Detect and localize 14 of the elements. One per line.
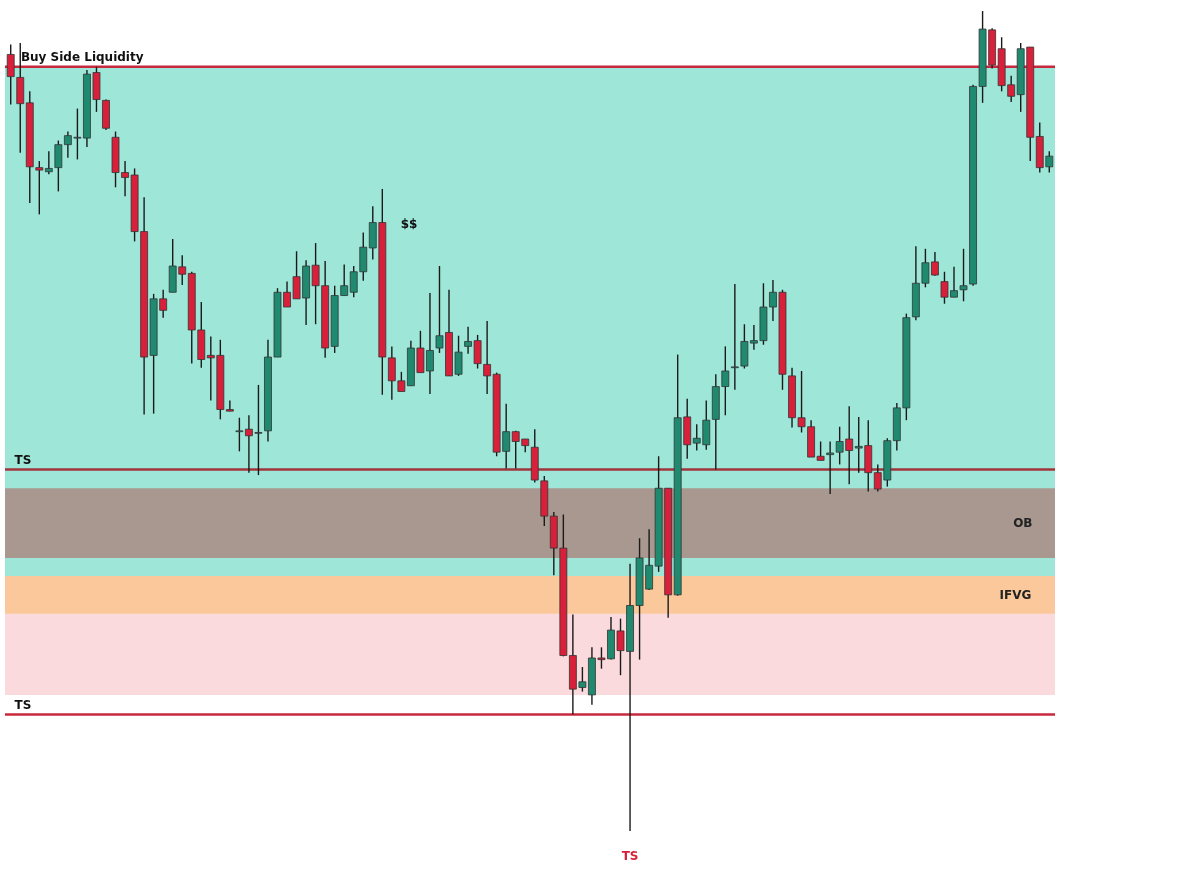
candlestick — [959, 248, 968, 302]
ref-line-label: Buy Side Liquidity — [20, 49, 144, 64]
candlestick — [44, 150, 53, 175]
ref-line-label: TS — [14, 452, 32, 467]
annotation: TS — [621, 848, 639, 863]
annotation: $$ — [400, 217, 418, 232]
candlestick — [6, 43, 15, 106]
ref-line-label: TS — [14, 697, 32, 712]
band-label: IFVG — [999, 587, 1032, 602]
band-label: OB — [1013, 516, 1033, 531]
candlestick — [483, 320, 492, 395]
candlestick — [826, 440, 835, 495]
candlestick — [35, 160, 44, 216]
candlestick — [225, 399, 234, 412]
